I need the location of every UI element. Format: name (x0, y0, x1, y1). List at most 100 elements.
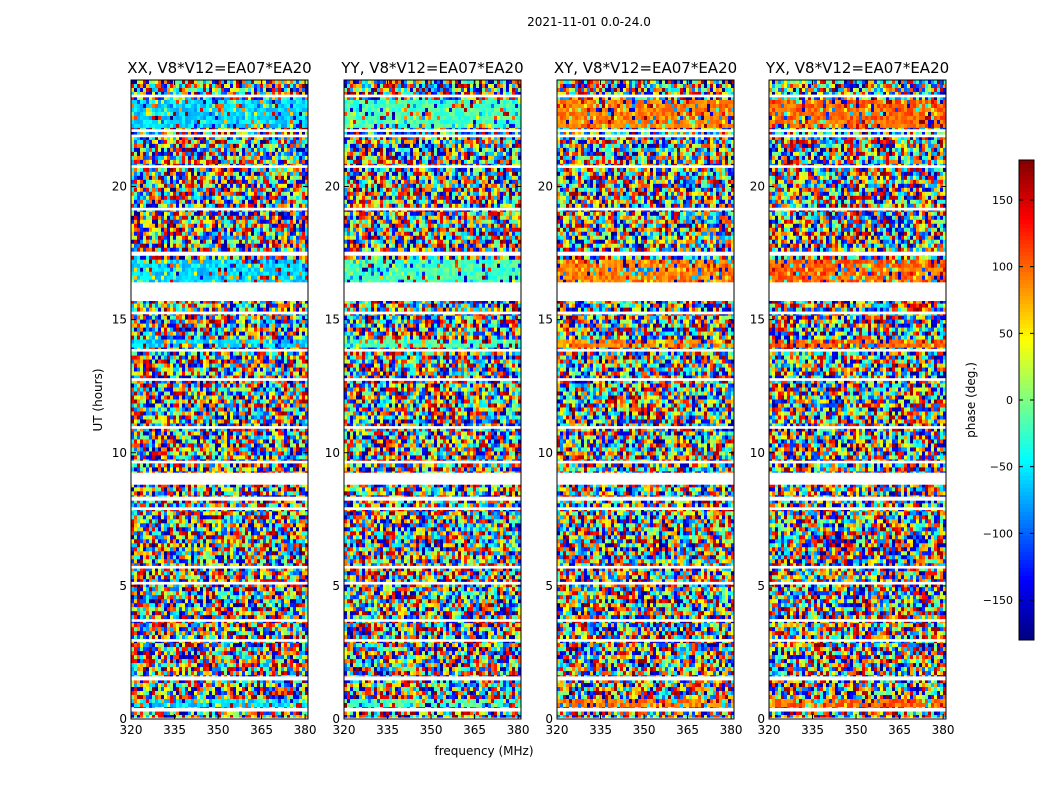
heatmap-cell (197, 363, 201, 368)
heatmap-cell (275, 399, 279, 404)
heatmap-cell (218, 203, 222, 209)
heatmap-cell (188, 319, 192, 324)
heatmap-cell (260, 235, 264, 241)
heatmap-cell (224, 187, 228, 193)
heatmap-cell (149, 191, 153, 197)
heatmap-cell (212, 159, 216, 165)
heatmap-cell (260, 315, 264, 320)
heatmap-cell (176, 131, 180, 137)
heatmap-cell (176, 355, 180, 360)
heatmap-cell (170, 303, 174, 308)
heatmap-cell (179, 155, 183, 161)
heatmap-cell (233, 147, 237, 153)
heatmap-cell (251, 143, 255, 149)
heatmap-cell (140, 99, 144, 105)
heatmap-cell (269, 143, 273, 149)
heatmap-cell (176, 115, 180, 121)
heatmap-cell (224, 315, 228, 320)
heatmap-cell (221, 395, 225, 400)
heatmap-cell (227, 395, 231, 400)
heatmap-cell (293, 155, 297, 161)
heatmap-cell (188, 259, 192, 265)
heatmap-cell (200, 83, 204, 89)
heatmap-cell (284, 379, 288, 384)
heatmap-cell (236, 235, 240, 241)
heatmap-cell (143, 299, 147, 304)
heatmap-cell (173, 407, 177, 412)
heatmap-cell (218, 107, 222, 113)
heatmap-cell (215, 275, 219, 280)
heatmap-cell (296, 195, 300, 201)
heatmap-cell (296, 119, 300, 125)
heatmap-cell (179, 383, 183, 388)
heatmap-cell (302, 255, 306, 261)
heatmap-cell (251, 327, 255, 332)
heatmap-cell (182, 199, 186, 205)
heatmap-cell (164, 355, 168, 360)
heatmap-cell (161, 211, 165, 217)
heatmap-cell (167, 339, 171, 344)
heatmap-cell (224, 247, 228, 253)
heatmap-cell (284, 255, 288, 261)
heatmap-cell (293, 299, 297, 304)
heatmap-cell (143, 367, 147, 372)
heatmap-cell (269, 259, 273, 265)
heatmap-cell (191, 255, 195, 261)
heatmap-cell (239, 83, 243, 89)
heatmap-cell (239, 307, 243, 312)
heatmap-cell (233, 339, 237, 344)
heatmap-cell (293, 183, 297, 189)
heatmap-cell (260, 139, 264, 145)
heatmap-cell (155, 80, 159, 85)
heatmap-cell (194, 403, 198, 408)
heatmap-cell (245, 99, 249, 105)
heatmap-cell (182, 371, 186, 376)
heatmap-cell (296, 83, 300, 89)
heatmap-cell (152, 327, 156, 332)
heatmap-cell (131, 323, 135, 328)
heatmap-cell (143, 387, 147, 392)
heatmap-cell (230, 335, 234, 340)
heatmap-cell (200, 339, 204, 344)
heatmap-cell (140, 175, 144, 181)
heatmap-cell (248, 327, 252, 332)
heatmap-cell (251, 355, 255, 360)
heatmap-cell (143, 115, 147, 121)
heatmap-cell (191, 307, 195, 312)
heatmap-cell (152, 331, 156, 336)
heatmap-cell (284, 371, 288, 376)
heatmap-cell (269, 243, 273, 249)
heatmap-cell (305, 139, 309, 145)
heatmap-cell (224, 331, 228, 336)
heatmap-cell (161, 371, 165, 376)
heatmap-cell (278, 80, 282, 85)
heatmap-cell (134, 195, 138, 201)
heatmap-cell (239, 223, 243, 229)
heatmap-cell (212, 415, 216, 420)
heatmap-cell (185, 91, 189, 97)
heatmap-cell (284, 107, 288, 113)
heatmap-cell (131, 403, 135, 408)
heatmap-cell (209, 307, 213, 312)
heatmap-cell (218, 383, 222, 388)
heatmap-cell (191, 259, 195, 265)
heatmap-cell (293, 91, 297, 97)
heatmap-cell (167, 135, 171, 141)
heatmap-cell (155, 391, 159, 396)
heatmap-cell (143, 199, 147, 205)
heatmap-cell (236, 147, 240, 153)
heatmap-cell (221, 363, 225, 368)
heatmap-cell (164, 323, 168, 328)
heatmap-cell (281, 223, 285, 229)
heatmap-cell (197, 375, 201, 380)
heatmap-cell (209, 227, 213, 233)
heatmap-cell (182, 123, 186, 129)
heatmap-cell (167, 335, 171, 340)
heatmap-cell (284, 363, 288, 368)
heatmap-cell (206, 107, 210, 113)
heatmap-cell (161, 247, 165, 253)
heatmap-cell (137, 379, 141, 384)
heatmap-cell (140, 183, 144, 189)
heatmap-cell (230, 367, 234, 372)
heatmap-cell (194, 351, 198, 356)
